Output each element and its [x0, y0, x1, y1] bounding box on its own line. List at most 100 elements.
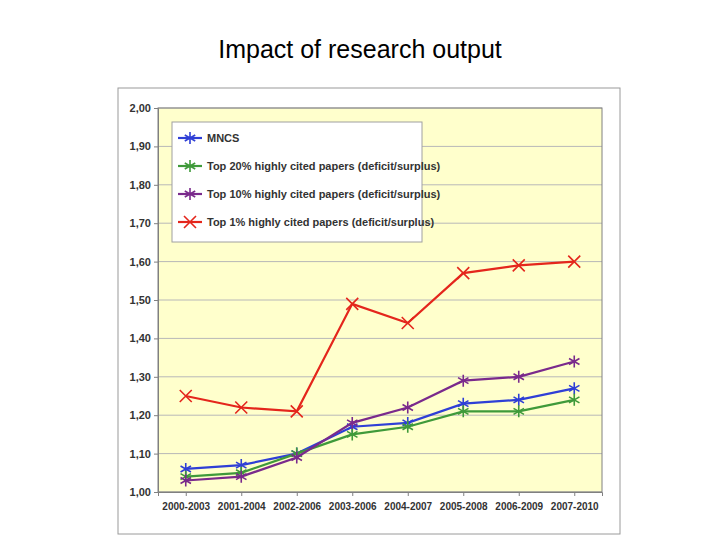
series-marker [514, 371, 524, 383]
legend-marker [185, 132, 195, 144]
x-tick-label: 2005-2008 [440, 501, 488, 512]
x-tick-mark [186, 492, 187, 496]
grid-line [158, 376, 602, 377]
x-tick: 2004-2007 [384, 492, 432, 512]
y-tick: 1,30 [130, 371, 158, 383]
y-tick: 1,50 [130, 294, 158, 306]
x-tick: 2003-2006 [329, 492, 377, 512]
x-tick: 2007-2010 [551, 492, 599, 512]
series-marker [236, 471, 246, 483]
y-tick-mark [154, 377, 158, 378]
x-tick: 2006-2009 [495, 492, 543, 512]
grid-line [158, 300, 602, 301]
x-tick-label: 2001-2004 [218, 501, 266, 512]
y-tick-label: 1,00 [130, 486, 151, 498]
y-tick-label: 1,50 [130, 294, 151, 306]
series-marker [569, 394, 579, 406]
series-marker [458, 375, 468, 387]
series-marker [514, 405, 524, 417]
x-tick-label: 2007-2010 [551, 501, 599, 512]
plot-frame [158, 108, 602, 492]
y-tick-mark [154, 415, 158, 416]
series-marker [458, 405, 468, 417]
legend-marker [185, 188, 195, 200]
y-tick-mark [154, 454, 158, 455]
series-marker [291, 405, 303, 417]
legend-label: Top 20% highly cited papers (deficit/sur… [207, 160, 441, 172]
series-marker [569, 355, 579, 367]
series-marker [180, 390, 192, 402]
y-tick-label: 1,10 [130, 448, 151, 460]
y-tick-mark [154, 108, 158, 109]
series-marker [403, 402, 413, 414]
x-axis: 2000-2003 2001-2004 2002-2006 2003-2006 2004… [159, 492, 603, 512]
series-marker [457, 267, 469, 279]
y-tick: 1,00 [130, 486, 158, 498]
series-marker [347, 417, 357, 429]
y-tick-mark [154, 185, 158, 186]
legend-marker [184, 216, 196, 228]
y-tick-label: 2,00 [130, 102, 151, 114]
x-tick-label: 2003-2006 [329, 501, 377, 512]
legend-label: MNCS [207, 132, 239, 144]
series-marker [513, 259, 525, 271]
x-tick-mark [519, 492, 520, 496]
y-tick-mark [154, 300, 158, 301]
x-tick-mark [408, 492, 409, 496]
y-tick: 1,60 [130, 256, 158, 268]
y-tick: 1,20 [130, 409, 158, 421]
y-tick-label: 1,70 [130, 217, 151, 229]
series-marker [568, 256, 580, 268]
y-tick-label: 1,20 [130, 409, 151, 421]
y-tick-mark [154, 492, 158, 493]
plot-area [158, 108, 602, 492]
series-marker [403, 421, 413, 433]
y-tick-mark [154, 338, 158, 339]
series-line [186, 361, 575, 480]
chart: Impact of research output 1,00 1,10 1,20 1,3… [0, 0, 720, 540]
series-line [186, 262, 575, 412]
series-marker [292, 451, 302, 463]
legend-label: Top 10% highly cited papers (deficit/sur… [207, 188, 441, 200]
x-tick-label: 2002-2006 [273, 501, 321, 512]
series-marker [347, 428, 357, 440]
y-tick-label: 1,40 [130, 332, 151, 344]
y-tick-label: 1,90 [130, 140, 151, 152]
series-marker [514, 394, 524, 406]
x-tick-label: 2000-2003 [162, 501, 210, 512]
x-tick: 2002-2006 [273, 492, 321, 512]
y-tick: 1,70 [130, 217, 158, 229]
series-marker [235, 402, 247, 414]
y-axis: 1,00 1,10 1,20 1,30 1,40 1,50 1,60 1,70 1,80 1,90… [130, 102, 159, 498]
series-marker [569, 382, 579, 394]
y-tick: 1,40 [130, 332, 158, 344]
series-marker [181, 474, 191, 486]
y-tick: 1,80 [130, 179, 158, 191]
y-tick-mark [154, 146, 158, 147]
x-tick-mark [352, 492, 353, 496]
x-tick: 2005-2008 [440, 492, 488, 512]
series-marker [346, 298, 358, 310]
legend-marker [185, 160, 195, 172]
y-tick: 2,00 [130, 102, 158, 114]
y-tick: 1,90 [130, 140, 158, 152]
x-tick-mark [241, 492, 242, 496]
title: Impact of research output [218, 35, 502, 63]
grid-line [158, 453, 602, 454]
x-axis-line [159, 493, 603, 497]
x-tick-label: 2004-2007 [384, 501, 432, 512]
legend: MNCS Top 20% highly cited papers (deficit… [172, 122, 441, 242]
y-tick-mark [154, 262, 158, 263]
chart-area [118, 88, 620, 534]
x-tick: 2001-2004 [218, 492, 266, 512]
y-tick: 1,10 [130, 448, 158, 460]
grid-line [158, 261, 602, 262]
x-tick-label: 2006-2009 [495, 501, 543, 512]
series-line [186, 388, 575, 469]
grid-line [158, 338, 602, 339]
y-tick-label: 1,80 [130, 179, 151, 191]
y-tick-label: 1,60 [130, 256, 151, 268]
y-tick-mark [154, 223, 158, 224]
x-tick-mark [574, 492, 575, 496]
legend-label: Top 1% highly cited papers (deficit/surp… [207, 216, 434, 228]
